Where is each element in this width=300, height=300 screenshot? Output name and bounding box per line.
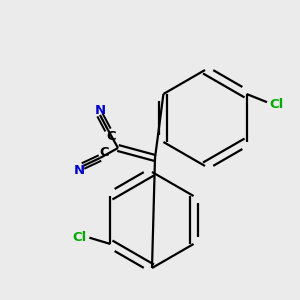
Text: Cl: Cl — [72, 231, 86, 244]
Text: Cl: Cl — [270, 98, 284, 111]
Text: N: N — [94, 103, 106, 116]
Text: C: C — [99, 146, 109, 160]
Text: C: C — [106, 130, 116, 143]
Text: N: N — [74, 164, 85, 176]
